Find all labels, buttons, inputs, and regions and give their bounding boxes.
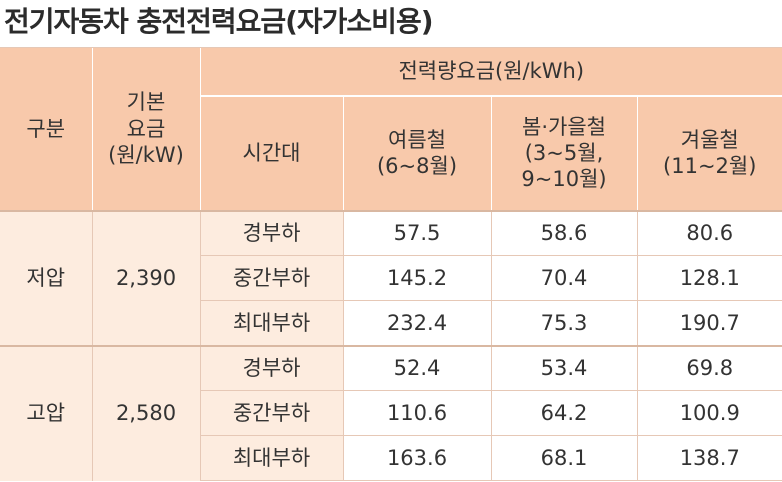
table-row: 최대부하 232.4 75.3 190.7 — [0, 300, 782, 346]
header-time-slot: 시간대 — [199, 95, 343, 211]
time-slot-cell: 최대부하 — [199, 435, 343, 481]
header-category: 구분 — [0, 47, 92, 211]
winter-rate-cell: 80.6 — [636, 209, 782, 256]
header-spring-fall-line2: (3~5월, — [524, 140, 604, 165]
header-summer: 여름철 (6~8월) — [342, 95, 491, 211]
spring-fall-rate-cell: 70.4 — [490, 255, 637, 301]
time-slot-cell: 경부하 — [199, 209, 343, 256]
rate-table: 구분 기본 요금 (원/kW) 전력량요금(원/kWh) 시간대 여름철 (6~… — [0, 47, 782, 481]
header-summer-line1: 여름철 — [388, 127, 446, 152]
header-time-slot-label: 시간대 — [242, 140, 301, 165]
base-rate-high-voltage: 2,580 — [91, 344, 200, 481]
summer-rate-cell: 52.4 — [342, 344, 491, 391]
header-base-rate-line2: 요금 — [126, 116, 166, 141]
base-rate-low-voltage: 2,390 — [91, 209, 200, 346]
header-spring-fall: 봄·가을철 (3~5월, 9~10월) — [490, 95, 637, 211]
header-energy-rate-label: 전력량요금(원/kWh) — [398, 59, 585, 84]
spring-fall-rate-cell: 53.4 — [490, 344, 637, 391]
summer-rate-cell: 163.6 — [342, 435, 491, 481]
winter-rate-cell: 138.7 — [636, 435, 782, 481]
header-category-label: 구분 — [26, 116, 66, 141]
group-name-high-voltage: 고압 — [0, 344, 92, 481]
header-energy-rate: 전력량요금(원/kWh) — [199, 47, 782, 97]
winter-rate-cell: 100.9 — [636, 390, 782, 436]
header-winter-line1: 겨울철 — [680, 127, 739, 152]
header-winter-line2: (11~2월) — [663, 154, 757, 178]
table-row: 중간부하 145.2 70.4 128.1 — [0, 255, 782, 301]
winter-rate-cell: 190.7 — [636, 300, 782, 346]
header-base-rate-unit: (원/kW) — [108, 142, 184, 167]
winter-rate-cell: 128.1 — [636, 255, 782, 301]
time-slot-cell: 중간부하 — [199, 255, 343, 301]
time-slot-cell: 최대부하 — [199, 300, 343, 346]
page-title: 전기자동차 충전전력요금(자가소비용) — [4, 5, 434, 38]
table-row: 고압 2,580 경부하 52.4 53.4 69.8 — [0, 344, 782, 481]
header-base-rate-line1: 기본 — [126, 90, 166, 115]
summer-rate-cell: 110.6 — [342, 390, 491, 436]
summer-rate-cell: 145.2 — [342, 255, 491, 301]
header-spring-fall-line1: 봄·가을철 — [522, 114, 606, 139]
header-spring-fall-line3: 9~10월) — [521, 167, 607, 192]
summer-rate-cell: 232.4 — [342, 300, 491, 346]
header-summer-line2: (6~8월) — [376, 154, 458, 178]
header-base-rate: 기본 요금 (원/kW) — [91, 47, 200, 211]
table-row: 저압 2,390 경부하 57.5 58.6 80.6 — [0, 209, 782, 346]
summer-rate-cell: 57.5 — [342, 209, 491, 256]
spring-fall-rate-cell: 68.1 — [490, 435, 637, 481]
table-row: 최대부하 163.6 68.1 138.7 — [0, 435, 782, 481]
spring-fall-rate-cell: 64.2 — [490, 390, 637, 436]
group-name-low-voltage: 저압 — [0, 209, 92, 346]
spring-fall-rate-cell: 58.6 — [490, 209, 637, 256]
header-winter: 겨울철 (11~2월) — [636, 95, 782, 211]
winter-rate-cell: 69.8 — [636, 344, 782, 391]
time-slot-cell: 중간부하 — [199, 390, 343, 436]
time-slot-cell: 경부하 — [199, 344, 343, 391]
table-row: 중간부하 110.6 64.2 100.9 — [0, 390, 782, 436]
spring-fall-rate-cell: 75.3 — [490, 300, 637, 346]
